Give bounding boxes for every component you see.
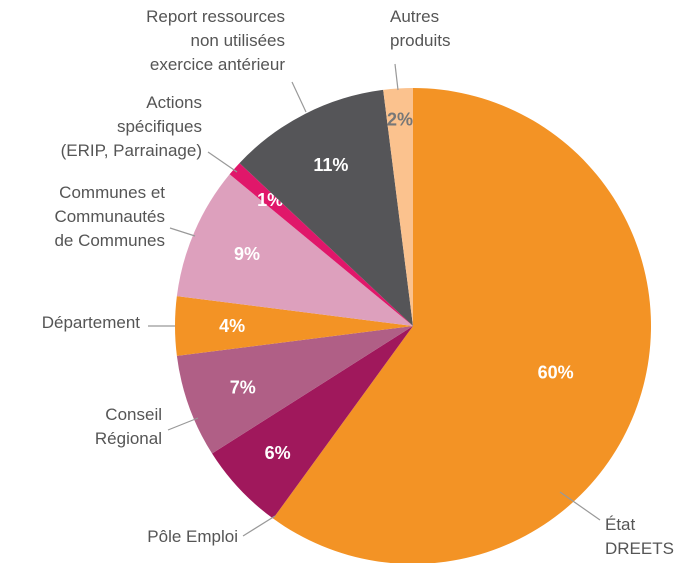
label-line: non utilisées [190,31,285,50]
category-label: Report ressources non utilisées exercice a… [146,7,285,74]
pie-slice [176,326,413,454]
value-label: 9% [234,244,260,264]
value-label: 2% [387,109,413,129]
label-line: Pôle Emploi [147,527,238,546]
category-label: Département [42,313,141,332]
label-line: DREETS [605,539,674,558]
value-label: 6% [265,443,291,463]
label-line: Département [42,313,141,332]
pie-slice [239,89,413,326]
leader-line [559,491,601,521]
leader-line [291,81,307,113]
label-line: Report ressources [146,7,285,26]
leader-line [167,417,199,431]
pie-slice [212,326,413,519]
label-line: Régional [95,429,162,448]
category-label: Actions spécifiques (ERIP, Parrainage) [61,93,202,160]
category-label: Conseil Régional [95,405,162,448]
leader-line [242,515,276,537]
category-label: État DREETS [605,515,674,558]
label-line: spécifiques [117,117,202,136]
label-line: produits [390,31,450,50]
label-line: (ERIP, Parrainage) [61,141,202,160]
leader-line [169,227,196,237]
leader-line [394,63,399,91]
pie-slice [273,88,651,563]
pie-slice [176,174,413,326]
leader-line [207,151,238,173]
label-line: Communautés [54,207,165,226]
category-label: Autres produits [390,7,450,50]
category-label: Communes et Communautés de Communes [54,183,165,250]
value-label: 60% [538,362,574,382]
value-label: 4% [219,316,245,336]
label-line: Conseil [105,405,162,424]
label-line: État [605,515,636,534]
label-line: Communes et [59,183,165,202]
label-line: exercice antérieur [150,55,285,74]
value-label: 11% [313,155,348,175]
label-line: de Communes [54,231,165,250]
label-line: Actions [146,93,202,112]
value-label: 7% [230,377,256,397]
category-label: Pôle Emploi [147,527,238,546]
pie-slice [229,163,413,326]
pie-slice [175,296,413,356]
pie-slice [383,88,413,326]
label-line: Autres [390,7,439,26]
